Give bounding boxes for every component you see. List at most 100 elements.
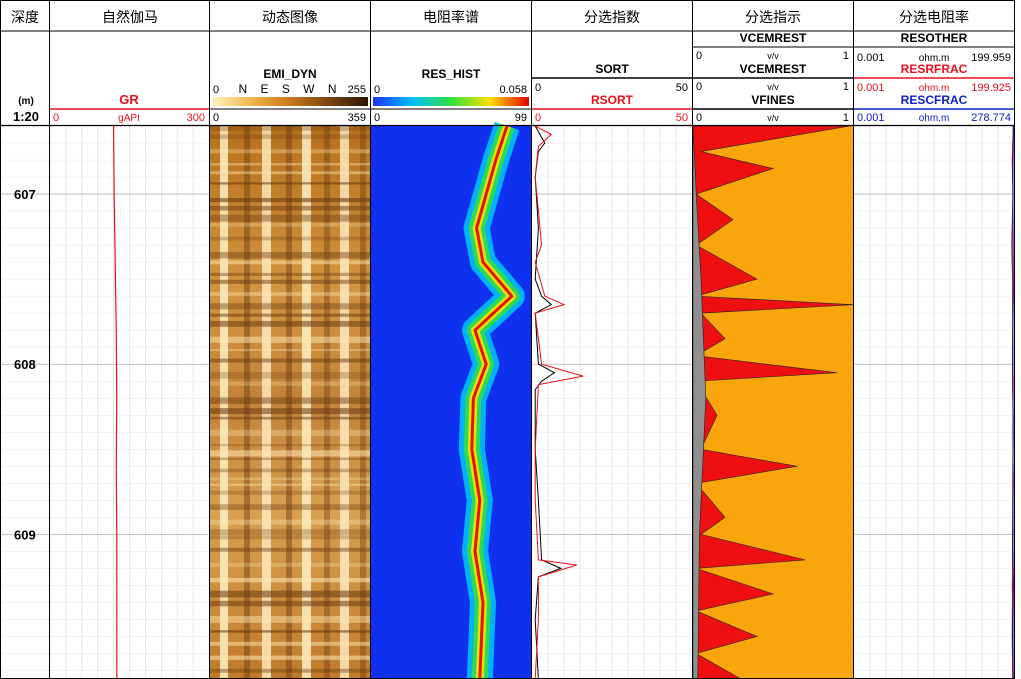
dyn-band: [210, 668, 370, 673]
track-title-ind: 分选指示: [745, 9, 801, 25]
ind-unit-3: v/v: [767, 113, 779, 123]
gr-min: 0: [53, 112, 59, 124]
ind-curve-name-2: VCEMREST: [740, 62, 807, 76]
res-min-3: 0.001: [857, 112, 885, 124]
dyn-band: [210, 171, 370, 175]
dyn-band: [210, 251, 370, 259]
sort-min: 0: [535, 82, 541, 94]
hist-header: RES_HIST 0 0.058 0 99: [371, 67, 531, 124]
hist-image-band: [458, 121, 525, 679]
dyn-band: [210, 547, 370, 552]
sort-max: 50: [676, 82, 688, 94]
dyn-curve-name: EMI_DYN: [263, 67, 316, 81]
gr-curve: [113, 125, 118, 679]
dyn-band: [210, 483, 370, 487]
rsort-curve-name: RSORT: [591, 93, 634, 107]
dyn-band: [210, 529, 370, 536]
hist-peak-band: [470, 125, 514, 679]
res-min-1: 0.001: [857, 52, 885, 64]
dyn-band: [210, 205, 370, 211]
track-title-hist: 电阻率谱: [423, 9, 479, 25]
dyn-min: 0: [213, 112, 219, 124]
track-title-res: 分选电阻率: [899, 9, 969, 25]
sort-header: SORT 0 50 RSORT 0 50: [532, 62, 692, 124]
ind-min-2: 0: [696, 81, 702, 93]
hist-image: [371, 126, 531, 679]
track-title-row: 深度 自然伽马 动态图像 电阻率谱 分选指数 分选指示 分选电阻率: [11, 9, 969, 25]
res-curve-name-2: RESRFRAC: [901, 62, 968, 76]
dyn-scale-max: 255: [348, 84, 366, 96]
ind-min-3: 0: [696, 112, 702, 124]
dyn-band: [210, 313, 370, 317]
vcemrest-fill: [692, 125, 854, 679]
hist-max: 99: [515, 112, 527, 124]
dyn-band: [210, 336, 370, 343]
dyn-band: [210, 535, 370, 540]
depth-tick-label: 607: [14, 187, 36, 202]
dyn-band: [210, 163, 370, 166]
hist-scale-min: 0: [374, 84, 380, 96]
res-curve-name-1: RESOTHER: [901, 31, 968, 45]
dyn-band: [210, 292, 370, 296]
depth-axis: 607 608 609: [14, 187, 36, 542]
dyn-band: [210, 134, 370, 139]
depth-tick-label: 608: [14, 357, 36, 372]
dyn-band: [210, 655, 370, 660]
dyn-band: [210, 197, 370, 203]
dyn-band: [210, 429, 370, 437]
dyn-band: [210, 630, 370, 633]
dyn-band: [210, 490, 370, 495]
hist-min: 0: [374, 112, 380, 124]
dyn-band: [210, 450, 370, 457]
track-title-sort: 分选指数: [584, 9, 640, 25]
dyn-band: [210, 214, 370, 222]
depth-scale: 1:20: [13, 109, 39, 124]
hist-scale-max: 0.058: [499, 84, 527, 96]
dyn-band: [210, 444, 370, 447]
ind-unit-2: v/v: [767, 82, 779, 92]
dyn-max: 359: [348, 112, 366, 124]
dyn-band: [210, 457, 370, 460]
dyn-scale-min: 0: [213, 84, 219, 96]
track-title-dyn: 动态图像: [262, 9, 318, 25]
rsort-curve: [534, 125, 584, 679]
ind-max-1: 1: [843, 50, 849, 62]
res-unit-2: ohm.m: [919, 83, 950, 94]
dyn-band: [210, 615, 370, 623]
hist-curve-name: RES_HIST: [422, 67, 481, 81]
gridlines: [0, 125, 1014, 679]
dyn-image-bands: [210, 126, 370, 673]
dyn-band: [210, 408, 370, 415]
rsort-max: 50: [676, 112, 688, 124]
dyn-band: [210, 477, 370, 481]
ind-min-1: 0: [696, 50, 702, 62]
hist-color-scale: [373, 97, 529, 106]
vfines-fill: [692, 125, 707, 679]
dyn-band: [210, 416, 370, 420]
sort-curve-name: SORT: [595, 62, 629, 76]
depth-unit: (m): [18, 96, 34, 107]
dyn-band: [210, 468, 370, 473]
dyn-header: EMI_DYN 0 N E S W N 255 0 359: [210, 67, 370, 124]
res-max-2: 199.925: [971, 82, 1011, 94]
dyn-band: [210, 279, 370, 284]
ind-curve-name-3: VFINES: [751, 93, 794, 107]
dyn-band: [210, 182, 370, 185]
dyn-band: [210, 348, 370, 352]
res-max-3: 278.774: [971, 112, 1011, 124]
dyn-band: [210, 504, 370, 510]
dyn-band: [210, 320, 370, 327]
dyn-band: [210, 381, 370, 386]
dyn-band: [210, 641, 370, 646]
ind-max-2: 1: [843, 81, 849, 93]
res-unit-1: ohm.m: [919, 53, 950, 64]
depth-tick-label: 609: [14, 527, 36, 542]
dyn-image-stripes: [210, 126, 370, 679]
gr-unit: gAPI: [118, 113, 140, 124]
dyn-band: [210, 358, 370, 363]
gr-curve-name: GR: [119, 92, 139, 107]
dyn-band: [210, 126, 370, 131]
dyn-azimuths: N E S W N: [238, 82, 341, 96]
dyn-band: [210, 260, 370, 265]
